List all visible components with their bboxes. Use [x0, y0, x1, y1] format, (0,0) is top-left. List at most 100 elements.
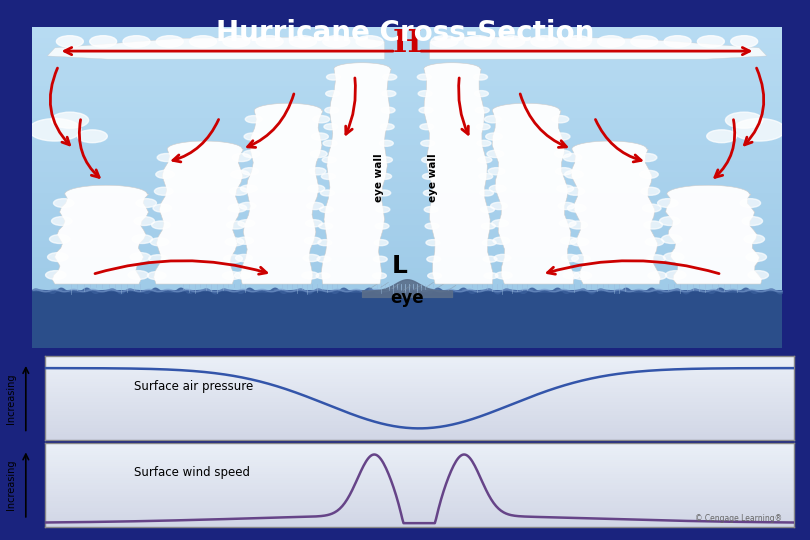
Circle shape [568, 204, 586, 212]
Bar [32, 316, 782, 321]
Circle shape [480, 206, 494, 213]
Bar [45, 404, 794, 407]
Bar [32, 209, 782, 214]
Circle shape [132, 235, 152, 244]
Bar [32, 97, 782, 102]
Circle shape [488, 167, 505, 175]
Circle shape [558, 202, 575, 210]
Bar [45, 445, 794, 447]
Bar [32, 54, 782, 59]
Circle shape [425, 223, 439, 229]
Bar [32, 70, 782, 75]
Bar [32, 134, 782, 139]
Circle shape [236, 254, 253, 261]
Circle shape [322, 157, 336, 163]
Circle shape [323, 140, 337, 146]
Bar [45, 443, 794, 445]
Text: Hurricane Cross-Section: Hurricane Cross-Section [215, 19, 595, 47]
Bar [45, 449, 794, 451]
Circle shape [157, 153, 176, 161]
Bar [45, 462, 794, 464]
Bar [45, 508, 794, 510]
Circle shape [662, 235, 682, 244]
Bar [32, 49, 782, 54]
Bar [32, 311, 782, 316]
Circle shape [307, 202, 323, 210]
Polygon shape [154, 141, 244, 284]
Bar [45, 478, 794, 481]
Circle shape [225, 238, 244, 246]
Circle shape [227, 221, 245, 229]
Circle shape [422, 157, 436, 163]
Circle shape [305, 237, 321, 244]
Bar [45, 500, 794, 501]
Circle shape [497, 36, 525, 47]
Bar [32, 327, 782, 332]
Circle shape [373, 256, 387, 262]
Circle shape [561, 237, 578, 244]
Circle shape [238, 220, 255, 227]
Bar [45, 491, 794, 493]
Bar [32, 183, 782, 187]
Circle shape [726, 112, 763, 128]
Circle shape [570, 238, 589, 246]
Text: eye wall: eye wall [428, 154, 438, 202]
Polygon shape [241, 103, 323, 284]
Circle shape [424, 190, 437, 196]
Bar [32, 177, 782, 183]
Text: eye: eye [390, 289, 424, 307]
Circle shape [377, 173, 391, 179]
Bar [45, 388, 794, 390]
Bar [45, 367, 794, 369]
Circle shape [572, 255, 590, 263]
Circle shape [156, 171, 174, 178]
Bar [45, 402, 794, 404]
Text: Increasing: Increasing [6, 373, 16, 423]
Circle shape [379, 140, 394, 146]
Bar [45, 512, 794, 514]
Polygon shape [321, 63, 391, 284]
Bar [45, 421, 794, 423]
Circle shape [134, 217, 155, 226]
Circle shape [241, 167, 258, 175]
Circle shape [659, 217, 680, 226]
Circle shape [648, 272, 667, 280]
Bar [45, 417, 794, 419]
Bar [45, 396, 794, 399]
Circle shape [317, 256, 331, 262]
Bar [45, 430, 794, 432]
Bar [32, 91, 782, 97]
Bar [32, 247, 782, 252]
Circle shape [486, 133, 502, 140]
Text: Surface air pressure: Surface air pressure [134, 380, 254, 393]
Circle shape [494, 254, 511, 261]
Circle shape [559, 220, 576, 227]
Circle shape [658, 199, 678, 207]
Bar [45, 470, 794, 472]
Bar [45, 399, 794, 400]
Bar [45, 394, 794, 396]
Text: Surface wind speed: Surface wind speed [134, 466, 250, 479]
Circle shape [641, 187, 659, 195]
Circle shape [326, 91, 339, 97]
Bar [45, 426, 794, 428]
Circle shape [484, 116, 501, 123]
Circle shape [147, 272, 166, 280]
Bar [32, 268, 782, 273]
Bar [45, 497, 794, 500]
Bar [45, 356, 794, 359]
Text: eye wall: eye wall [373, 154, 384, 202]
Circle shape [487, 150, 504, 158]
Circle shape [305, 220, 322, 227]
Circle shape [554, 150, 571, 158]
Circle shape [310, 150, 327, 158]
Circle shape [573, 272, 592, 280]
Circle shape [645, 238, 664, 246]
Circle shape [222, 272, 241, 280]
Bar [32, 252, 782, 257]
Circle shape [245, 116, 262, 123]
Bar [32, 225, 782, 231]
Circle shape [377, 190, 390, 196]
Circle shape [51, 112, 88, 128]
Circle shape [232, 153, 251, 161]
